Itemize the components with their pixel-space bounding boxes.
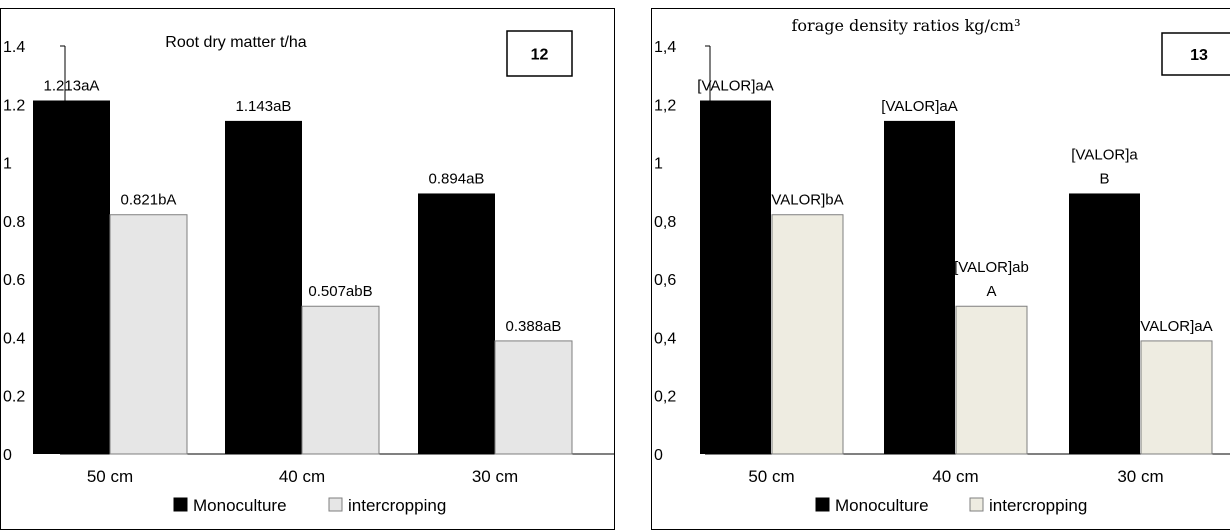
legend-swatch-intercropping	[969, 497, 984, 512]
bar-monoculture	[884, 120, 955, 454]
y-tick-label: 0,2	[654, 389, 676, 406]
legend-label-intercropping: intercropping	[989, 496, 1087, 515]
y-tick-label: 0.2	[3, 389, 25, 406]
bar-intercropping	[109, 214, 188, 455]
data-label: A	[986, 283, 996, 300]
data-label: 1.213aA	[44, 77, 100, 94]
y-tick-label: 0,6	[654, 272, 676, 289]
figure-number-box	[506, 30, 573, 77]
bar-intercropping	[955, 305, 1028, 455]
bar-monoculture	[225, 120, 302, 454]
data-label: VALOR]aA	[1140, 318, 1212, 335]
figure-number: 13	[1190, 47, 1208, 64]
bar-intercropping	[494, 340, 573, 455]
figure-number: 12	[531, 47, 549, 64]
chart-panel-13: 0 0,2 0,4 0,6 0,8 1 1,2 1,4 [VALOR]aA VALOR]bA 50 …	[651, 8, 1230, 530]
y-tick-label: 0	[654, 447, 663, 464]
chart-13-svg: 00,20,40,60,811,21,4[VALOR]aAVALOR]bA50 …	[654, 16, 1230, 515]
category-label: 50 cm	[87, 467, 133, 486]
category-label: 40 cm	[932, 467, 978, 486]
category-label: 30 cm	[472, 467, 518, 486]
bar-monoculture	[418, 193, 495, 454]
y-tick-label: 1.4	[3, 39, 25, 56]
y-tick-label: 0.6	[3, 272, 25, 289]
y-tick-label: 0.4	[3, 330, 25, 347]
bar-intercropping	[1140, 340, 1213, 455]
y-tick-label: 0.8	[3, 214, 25, 231]
data-label: B	[1099, 170, 1109, 187]
bar-intercropping	[771, 214, 844, 455]
y-tick-label: 1	[654, 156, 663, 173]
chart-12-svg: 0 0.2 0.4 0.6 0.8 1 1.2 1.4 1.213aA 0.821bA 50 cm 1…	[3, 30, 614, 515]
legend-swatch-monoculture	[815, 497, 830, 512]
data-label: 0.507abB	[308, 283, 372, 300]
y-tick-label: 0	[3, 447, 12, 464]
y-tick-label: 1,2	[654, 97, 676, 114]
legend-label-intercropping: intercropping	[348, 496, 446, 515]
y-tick-label: 1	[3, 156, 12, 173]
y-tick-label: 1.2	[3, 97, 25, 114]
y-tick-label: 0,4	[654, 330, 676, 347]
category-label: 30 cm	[1117, 467, 1163, 486]
bar-monoculture	[700, 100, 771, 455]
legend-swatch-intercropping	[328, 497, 343, 512]
bar-monoculture	[33, 100, 110, 455]
chart-title: Root dry matter t/ha	[165, 34, 306, 51]
legend-label-monoculture: Monoculture	[193, 496, 287, 515]
data-label: 0.821bA	[121, 192, 177, 209]
data-label: VALOR]bA	[771, 192, 843, 209]
data-label: [VALOR]aA	[881, 98, 957, 115]
category-label: 40 cm	[279, 467, 325, 486]
data-label: [VALOR]a	[1071, 146, 1138, 163]
data-label: 0.894aB	[429, 170, 485, 187]
chart-panel-12: 0 0.2 0.4 0.6 0.8 1 1.2 1.4 1.213aA 0.821bA 50 cm 1…	[0, 8, 615, 530]
data-label: 0.388aB	[506, 318, 562, 335]
chart-title: forage density ratios kg/cm³	[792, 16, 1021, 35]
y-tick-label: 0,8	[654, 214, 676, 231]
legend-swatch-monoculture	[173, 497, 188, 512]
figure-number-box	[1161, 32, 1230, 76]
y-tick-label: 1,4	[654, 39, 676, 56]
bar-intercropping	[301, 305, 380, 455]
category-label: 50 cm	[748, 467, 794, 486]
legend-label-monoculture: Monoculture	[835, 496, 929, 515]
data-label: 1.143aB	[236, 98, 292, 115]
data-label: [VALOR]ab	[954, 259, 1029, 276]
data-label: [VALOR]aA	[697, 77, 773, 94]
bar-monoculture	[1069, 193, 1140, 454]
